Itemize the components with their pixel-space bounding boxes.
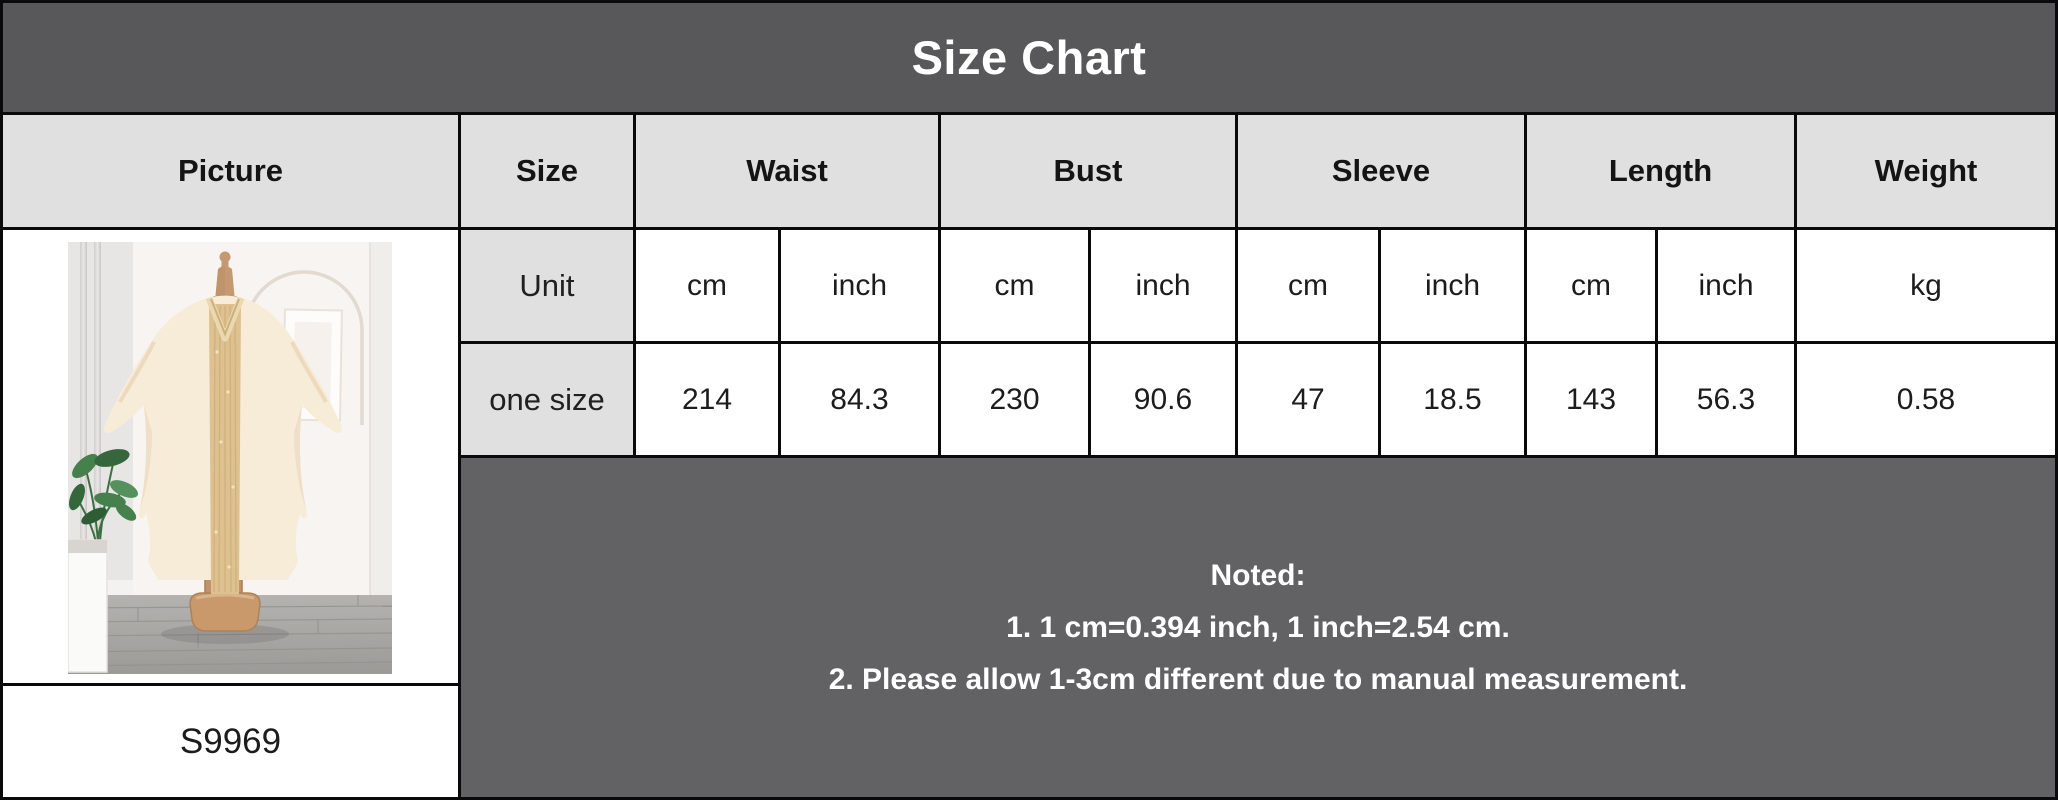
page-title: Size Chart xyxy=(3,3,2055,112)
col-header-sleeve: Sleeve xyxy=(1238,115,1524,227)
value-waist-cm: 214 xyxy=(636,344,778,455)
value-sleeve-cm: 47 xyxy=(1238,344,1378,455)
col-header-bust: Bust xyxy=(941,115,1235,227)
unit-length-cm: cm xyxy=(1527,230,1655,341)
value-weight-kg: 0.58 xyxy=(1797,344,2055,455)
product-code: S9969 xyxy=(3,686,458,797)
product-photo xyxy=(68,242,392,674)
unit-sleeve-inch: inch xyxy=(1381,230,1524,341)
size-row-label: one size xyxy=(461,344,633,455)
notes-line-2: 2. Please allow 1-3cm different due to m… xyxy=(828,663,1688,696)
right-wall xyxy=(370,242,392,595)
notes-line-1: 1. 1 cm=0.394 inch, 1 inch=2.54 cm. xyxy=(1006,611,1510,644)
col-header-length: Length xyxy=(1527,115,1794,227)
col-header-size: Size xyxy=(461,115,633,227)
unit-length-inch: inch xyxy=(1658,230,1794,341)
col-header-weight: Weight xyxy=(1797,115,2055,227)
unit-bust-cm: cm xyxy=(941,230,1088,341)
unit-sleeve-cm: cm xyxy=(1238,230,1378,341)
product-picture-cell xyxy=(3,230,458,683)
value-length-inch: 56.3 xyxy=(1658,344,1794,455)
floor-shadow xyxy=(161,624,289,644)
value-bust-inch: 90.6 xyxy=(1091,344,1235,455)
monstera-plant xyxy=(69,449,138,543)
mannequin-base xyxy=(189,592,261,632)
value-waist-inch: 84.3 xyxy=(781,344,938,455)
notes-heading: Noted: xyxy=(1210,559,1306,592)
value-length-cm: 143 xyxy=(1527,344,1655,455)
unit-bust-inch: inch xyxy=(1091,230,1235,341)
unit-waist-cm: cm xyxy=(636,230,778,341)
dress xyxy=(103,295,343,594)
unit-waist-inch: inch xyxy=(781,230,938,341)
col-header-picture: Picture xyxy=(3,115,458,227)
planter xyxy=(68,539,108,673)
unit-weight-kg: kg xyxy=(1797,230,2055,341)
unit-row-label: Unit xyxy=(461,230,633,341)
col-header-waist: Waist xyxy=(636,115,938,227)
value-sleeve-inch: 18.5 xyxy=(1381,344,1524,455)
value-bust-cm: 230 xyxy=(941,344,1088,455)
notes-section: Noted: 1. 1 cm=0.394 inch, 1 inch=2.54 c… xyxy=(461,458,2055,797)
